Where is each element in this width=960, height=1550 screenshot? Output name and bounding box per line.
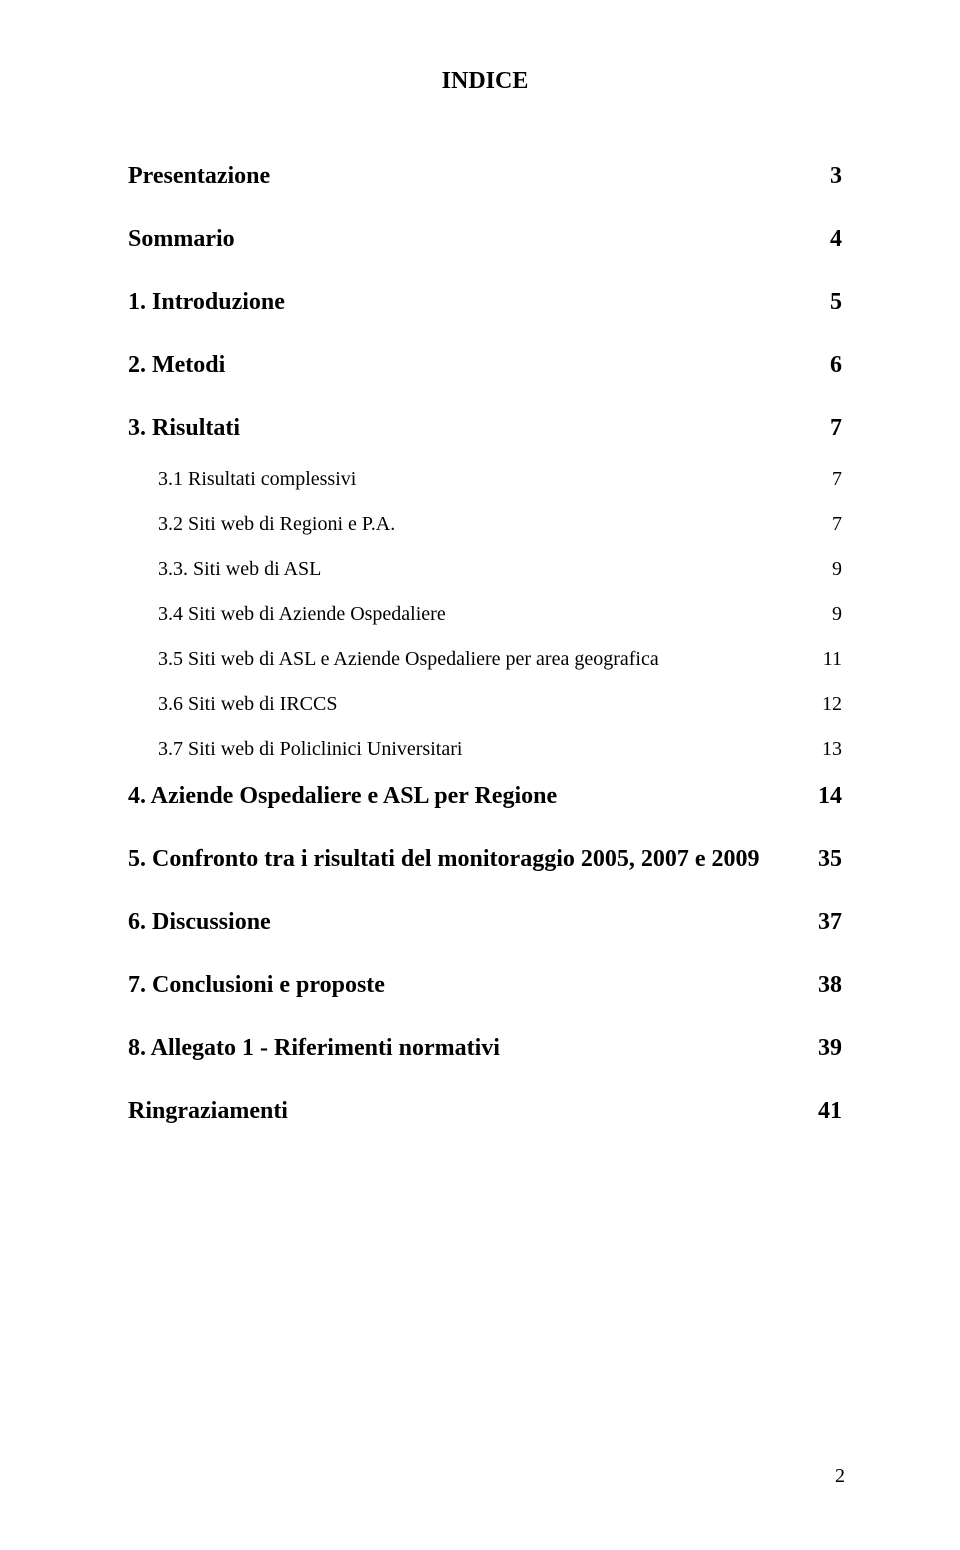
- toc-page: 7: [820, 513, 842, 536]
- toc-page: 4: [820, 226, 842, 253]
- toc-label: 3.2 Siti web di Regioni e P.A.: [158, 513, 395, 536]
- toc-label: 1. Introduzione: [128, 289, 285, 316]
- toc-page: 14: [818, 783, 842, 810]
- toc-label: 5. Confronto tra i risultati del monitor…: [128, 846, 760, 873]
- toc-page: 3: [820, 163, 842, 190]
- toc-sub-block: 3.1 Risultati complessivi 7 3.2 Siti web…: [128, 468, 842, 761]
- toc-label: 3.4 Siti web di Aziende Ospedaliere: [158, 603, 446, 626]
- toc-page: 12: [820, 693, 842, 716]
- toc-page: 41: [818, 1098, 842, 1125]
- toc-label: Presentazione: [128, 163, 270, 190]
- toc-page: 37: [818, 909, 842, 936]
- toc-entry: 4. Aziende Ospedaliere e ASL per Regione…: [128, 783, 842, 810]
- toc-subentry: 3.6 Siti web di IRCCS 12: [128, 693, 842, 716]
- toc-label: 6. Discussione: [128, 909, 271, 936]
- toc-container: Presentazione 3 Sommario 4 1. Introduzio…: [128, 163, 842, 1125]
- toc-label: 4. Aziende Ospedaliere e ASL per Regione: [128, 783, 557, 810]
- page-number: 2: [835, 1465, 845, 1488]
- toc-entry: Sommario 4: [128, 226, 842, 253]
- toc-entry: Ringraziamenti 41: [128, 1098, 842, 1125]
- toc-entry: 5. Confronto tra i risultati del monitor…: [128, 846, 842, 873]
- toc-page: 11: [820, 648, 842, 671]
- toc-label: 2. Metodi: [128, 352, 225, 379]
- toc-page: 5: [820, 289, 842, 316]
- toc-entry: 7. Conclusioni e proposte 38: [128, 972, 842, 999]
- toc-entry: 1. Introduzione 5: [128, 289, 842, 316]
- toc-label: 3.7 Siti web di Policlinici Universitari: [158, 738, 462, 761]
- toc-subentry: 3.2 Siti web di Regioni e P.A. 7: [128, 513, 842, 536]
- toc-label: Sommario: [128, 226, 235, 253]
- toc-entry: 3. Risultati 7: [128, 415, 842, 442]
- toc-subentry: 3.4 Siti web di Aziende Ospedaliere 9: [128, 603, 842, 626]
- toc-page: 38: [818, 972, 842, 999]
- toc-label: 3.3. Siti web di ASL: [158, 558, 321, 581]
- toc-label: Ringraziamenti: [128, 1098, 288, 1125]
- toc-subentry: 3.1 Risultati complessivi 7: [128, 468, 842, 491]
- toc-entry: 2. Metodi 6: [128, 352, 842, 379]
- toc-label: 7. Conclusioni e proposte: [128, 972, 385, 999]
- toc-page: 13: [820, 738, 842, 761]
- toc-page: 35: [818, 846, 842, 873]
- toc-label: 3. Risultati: [128, 415, 240, 442]
- toc-page: 9: [820, 558, 842, 581]
- toc-entry: Presentazione 3: [128, 163, 842, 190]
- toc-entry: 8. Allegato 1 - Riferimenti normativi 39: [128, 1035, 842, 1062]
- toc-page: 39: [818, 1035, 842, 1062]
- toc-page: 6: [820, 352, 842, 379]
- toc-label: 3.5 Siti web di ASL e Aziende Ospedalier…: [158, 648, 659, 671]
- toc-label: 3.6 Siti web di IRCCS: [158, 693, 337, 716]
- toc-entry: 6. Discussione 37: [128, 909, 842, 936]
- toc-subentry: 3.5 Siti web di ASL e Aziende Ospedalier…: [128, 648, 842, 671]
- toc-page: 9: [820, 603, 842, 626]
- toc-subentry: 3.7 Siti web di Policlinici Universitari…: [128, 738, 842, 761]
- toc-label: 3.1 Risultati complessivi: [158, 468, 356, 491]
- toc-page: 7: [820, 415, 842, 442]
- toc-label: 8. Allegato 1 - Riferimenti normativi: [128, 1035, 500, 1062]
- page-title: INDICE: [128, 68, 842, 95]
- toc-page: 7: [820, 468, 842, 491]
- toc-subentry: 3.3. Siti web di ASL 9: [128, 558, 842, 581]
